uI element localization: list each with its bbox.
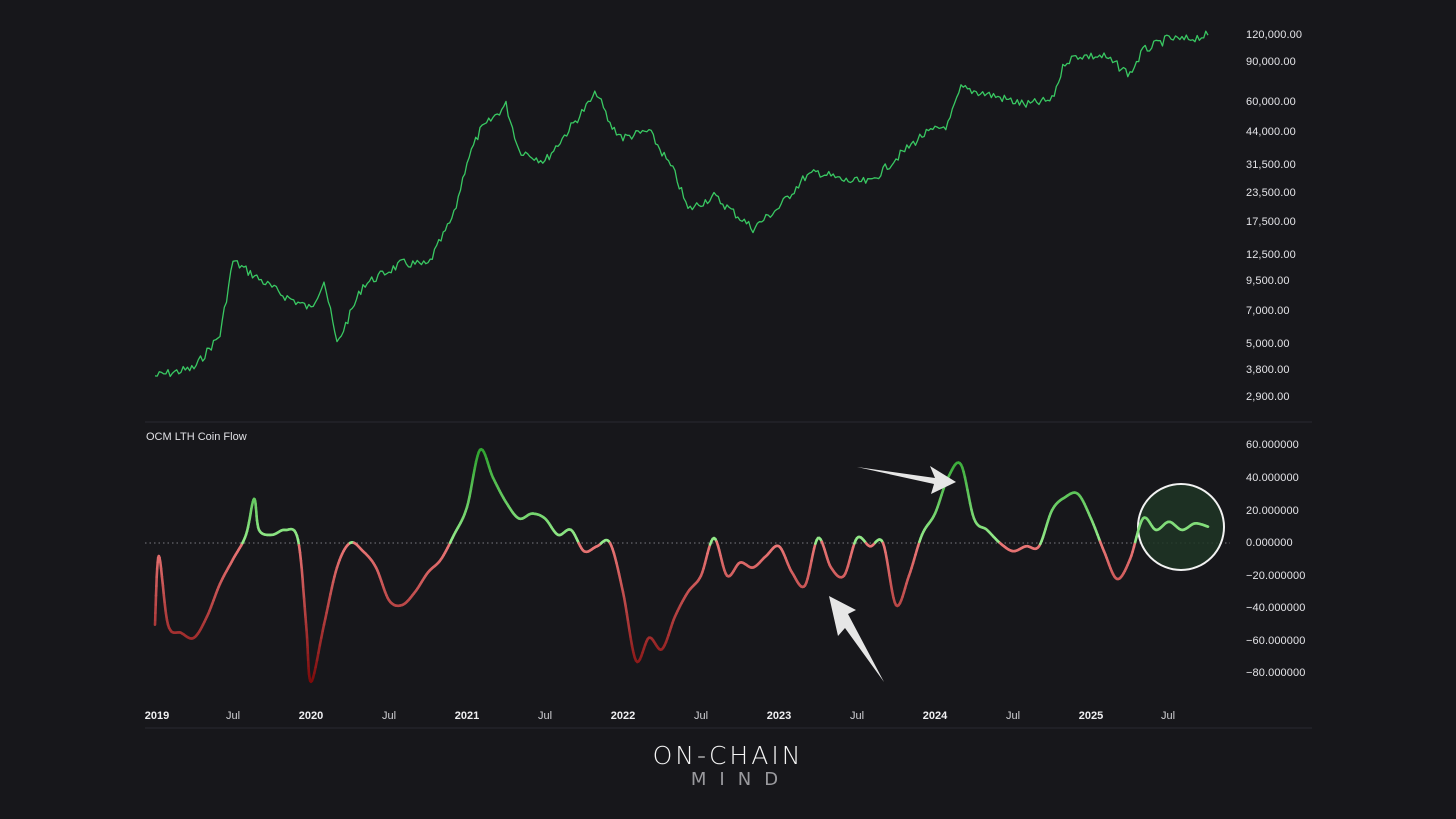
indicator-axis-tick: −20.000000 [1246, 570, 1306, 582]
time-axis-tick: Jul [1005, 710, 1021, 722]
indicator-segment [301, 577, 305, 591]
price-axis-tick: 3,800.00 [1246, 364, 1290, 376]
indicator-segment [161, 584, 166, 597]
indicator-segment [302, 597, 307, 610]
indicator-segment [624, 604, 629, 616]
indicator-segment [162, 593, 167, 606]
indicator-axis-tick: −40.000000 [1246, 602, 1306, 614]
time-axis-tick: 2025 [1078, 710, 1104, 722]
time-axis-tick: 2023 [766, 710, 792, 722]
price-axis-tick: 60,000.00 [1246, 96, 1296, 108]
time-axis-tick: Jul [225, 710, 241, 722]
arrow-up-icon [829, 596, 884, 682]
price-axis-tick: 2,900.00 [1246, 391, 1290, 403]
indicator-axis-tick: 0.000000 [1246, 537, 1293, 549]
price-line [154, 30, 1209, 378]
time-axis-tick: 2021 [454, 710, 480, 722]
indicator-segment [298, 551, 303, 562]
indicator-series [153, 447, 1210, 684]
time-axis-tick: Jul [381, 710, 397, 722]
indicator-segment [628, 629, 633, 641]
indicator-axis-tick: 40.000000 [1246, 472, 1299, 484]
time-axis-tick: 2022 [610, 710, 636, 722]
time-axis-tick: 2020 [298, 710, 324, 722]
time-axis-tick: Jul [693, 710, 709, 722]
indicator-title: OCM LTH Coin Flow [146, 431, 247, 443]
indicator-segment [163, 602, 168, 614]
highlight-circle [1137, 483, 1225, 571]
price-axis-tick: 17,500.00 [1246, 216, 1296, 228]
indicator-axis-tick: 60.000000 [1246, 439, 1299, 451]
time-axis-tick: 2024 [922, 710, 948, 722]
indicator-segment [886, 566, 891, 578]
indicator-segment [300, 568, 304, 581]
price-axis-tick: 90,000.00 [1246, 56, 1296, 68]
brand-logo-line1: ON-CHAIN [652, 741, 804, 770]
price-axis-tick: 31,500.00 [1246, 159, 1296, 171]
indicator-segment [885, 558, 890, 569]
time-axis-tick: Jul [849, 710, 865, 722]
indicator-axis-tick: −80.000000 [1246, 667, 1306, 679]
indicator-axis-tick: −60.000000 [1246, 635, 1306, 647]
brand-logo-line2: MIND [690, 769, 792, 790]
indicator-segment [155, 567, 159, 579]
price-axis-tick: 44,000.00 [1246, 126, 1296, 138]
time-axis-tick: Jul [1160, 710, 1176, 722]
arrow-right-icon [857, 466, 956, 494]
indicator-segment [888, 574, 893, 586]
price-axis-tick: 7,000.00 [1246, 305, 1290, 317]
price-axis-tick: 12,500.00 [1246, 249, 1296, 261]
price-axis-tick: 9,500.00 [1246, 275, 1290, 287]
price-axis-tick: 120,000.00 [1246, 29, 1303, 41]
indicator-segment [626, 621, 631, 633]
indicator-segment [301, 587, 306, 601]
indicator-segment [160, 575, 165, 587]
indicator-segment [159, 567, 164, 578]
indicator-axis-tick: 20.000000 [1246, 505, 1299, 517]
indicator-segment [299, 559, 304, 571]
indicator-segment [625, 612, 630, 624]
price-series [154, 30, 1209, 378]
price-axis-tick: 5,000.00 [1246, 338, 1290, 350]
time-axis-tick: 2019 [144, 710, 170, 722]
price-axis-tick: 23,500.00 [1246, 187, 1296, 199]
indicator-segment [303, 606, 307, 619]
time-axis-tick: Jul [537, 710, 553, 722]
